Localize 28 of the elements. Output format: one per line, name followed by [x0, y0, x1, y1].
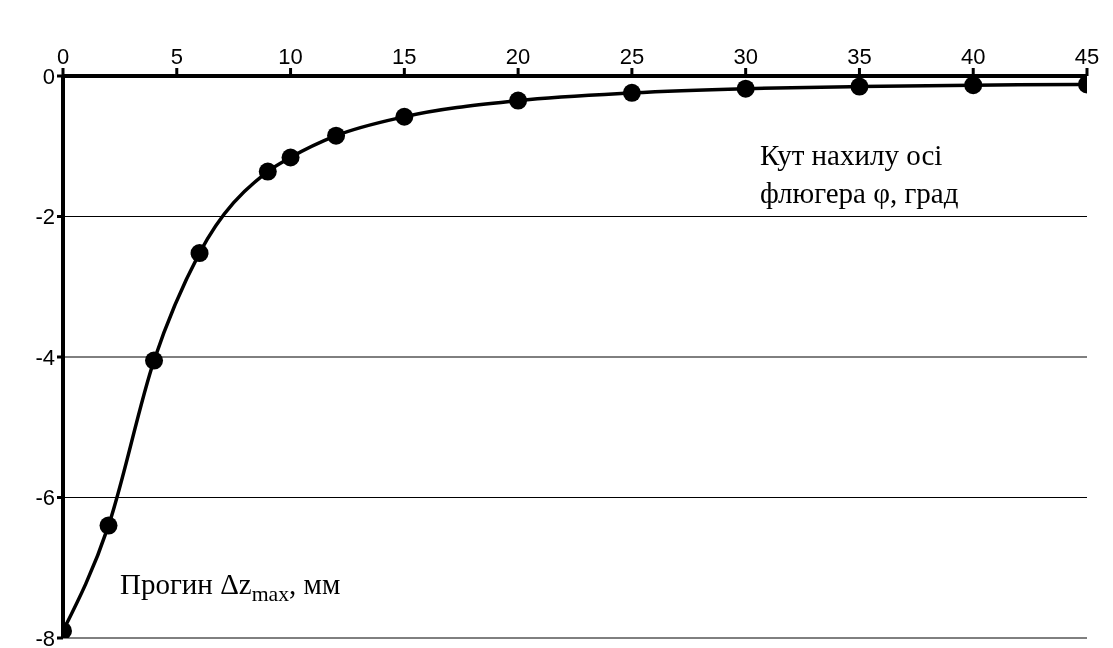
x-tick-label: 40 [960, 44, 986, 69]
x-tick-label: 25 [619, 44, 645, 69]
y-tick-label: -6 [35, 485, 55, 511]
point [281, 148, 300, 167]
x-tick-label: 30 [733, 44, 758, 69]
y-tick-label: -8 [35, 625, 55, 648]
point [850, 77, 869, 96]
x-axis-title: Кут нахилу осі флюгера φ, град [760, 139, 959, 209]
x-tick-label: 10 [278, 44, 303, 69]
point [395, 107, 414, 126]
point [327, 126, 346, 145]
y-tick-label: -4 [35, 344, 55, 370]
point [622, 83, 641, 102]
point [258, 162, 277, 181]
point [99, 516, 118, 535]
point [145, 351, 164, 370]
x-tick-label: 5 [170, 44, 183, 69]
y-tick-label: 0 [42, 63, 55, 89]
y-axis-title: Прогин Δz$_{max}$, мм [120, 568, 341, 606]
x-tick-label: 45 [1074, 44, 1100, 69]
point [736, 79, 755, 98]
x-tick-label: 20 [505, 44, 531, 69]
point [190, 244, 209, 263]
point [964, 76, 983, 95]
point [509, 91, 528, 110]
x-tick-label: 15 [392, 44, 417, 69]
x-tick-label: 35 [847, 44, 872, 69]
y-tick-label: -2 [35, 204, 55, 230]
